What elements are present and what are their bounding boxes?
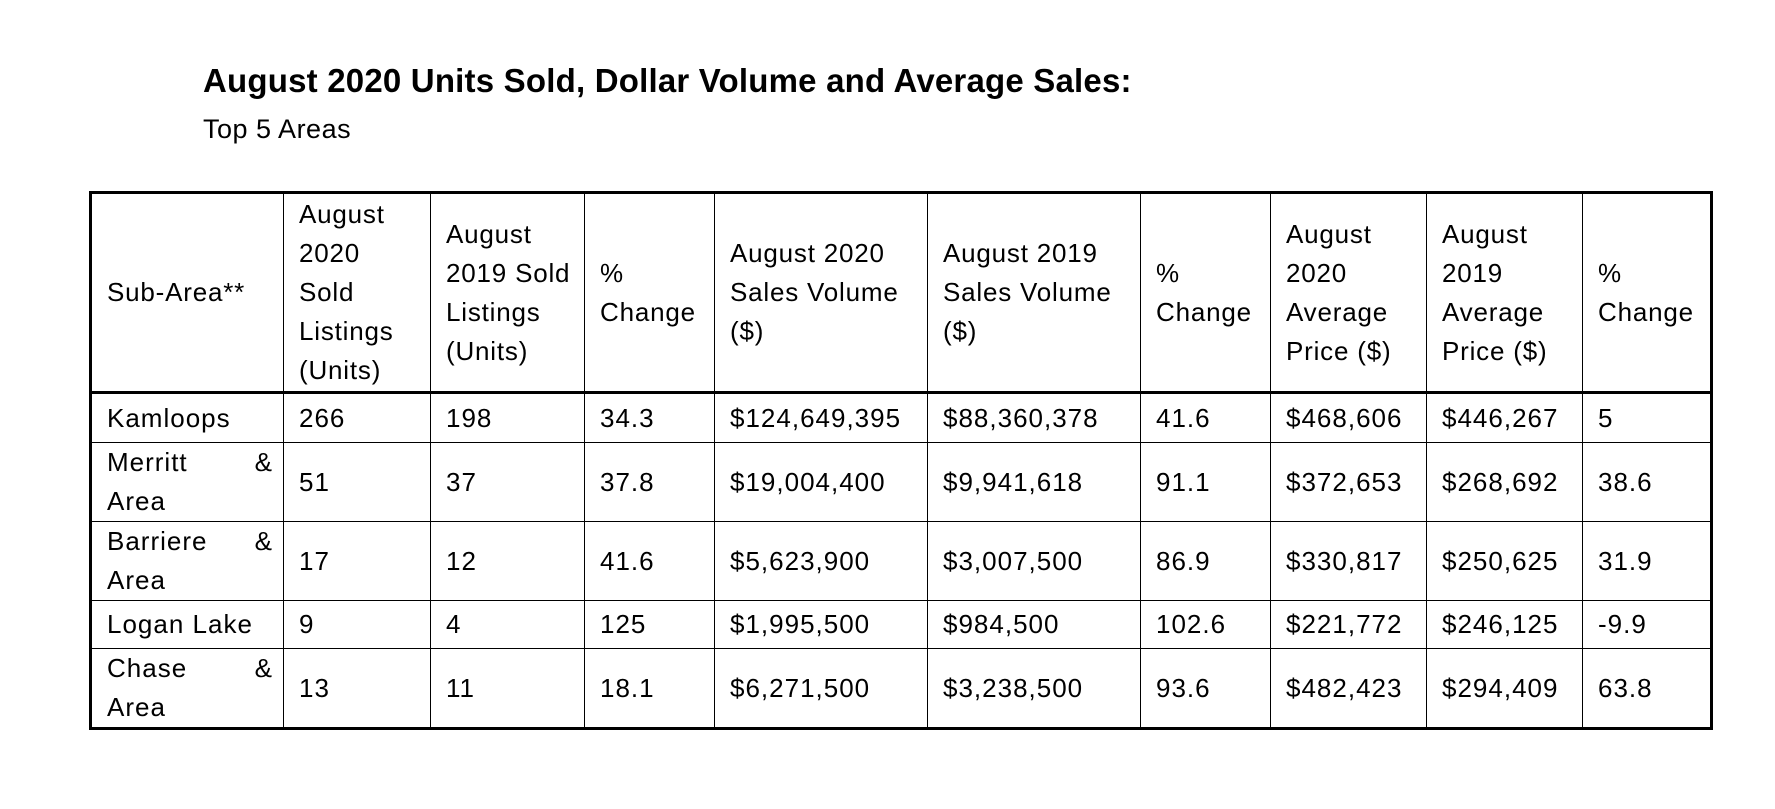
cell-volume-2019: $3,007,500 — [927, 521, 1141, 601]
cell-volume-2019: $9,941,618 — [927, 442, 1141, 522]
cell-units-change: 34.3 — [584, 392, 715, 443]
sub-area-line-1: Barriere & — [107, 526, 273, 556]
cell-volume-2020: $1,995,500 — [714, 600, 928, 649]
header-volume-change: % Change — [1140, 192, 1271, 394]
cell-units-2019: 37 — [430, 442, 585, 522]
cell-units-change: 18.1 — [584, 648, 715, 729]
header-units-2020: August 2020 Sold Listings (Units) — [283, 192, 431, 394]
cell-units-change: 125 — [584, 600, 715, 649]
cell-units-change: 37.8 — [584, 442, 715, 522]
header-units-change: % Change — [584, 192, 715, 394]
cell-avg-change: 38.6 — [1582, 442, 1712, 522]
cell-sub-area: Chase & Area — [90, 648, 284, 729]
cell-avg-change: 31.9 — [1582, 521, 1712, 601]
header-volume-2019: August 2019 Sales Volume ($) — [927, 192, 1141, 394]
cell-units-2020: 51 — [283, 442, 431, 522]
cell-volume-change: 102.6 — [1140, 600, 1271, 649]
cell-avg-2019: $250,625 — [1426, 521, 1583, 601]
cell-avg-change: 5 — [1582, 392, 1712, 443]
cell-units-2020: 9 — [283, 600, 431, 649]
cell-volume-2020: $124,649,395 — [714, 392, 928, 443]
cell-units-change: 41.6 — [584, 521, 715, 601]
cell-avg-change: -9.9 — [1582, 600, 1712, 649]
cell-volume-2020: $6,271,500 — [714, 648, 928, 729]
table-row: Merritt & Area 51 37 37.8 $19,004,400 $9,941,61… — [90, 442, 1712, 522]
cell-volume-2019: $984,500 — [927, 600, 1141, 649]
cell-units-2020: 13 — [283, 648, 431, 729]
cell-avg-2019: $294,409 — [1426, 648, 1583, 729]
cell-units-2019: 4 — [430, 600, 585, 649]
cell-volume-2019: $88,360,378 — [927, 392, 1141, 443]
sub-area-line-1: Merritt & — [107, 447, 273, 477]
table-row: Kamloops 266 198 34.3 $124,649,395 $88,360,37… — [90, 392, 1712, 443]
header-avg-2020: August 2020 Average Price ($) — [1270, 192, 1427, 394]
table-row: Chase & Area 13 11 18.1 $6,271,500 $3,238,500 93… — [90, 648, 1712, 729]
cell-volume-change: 41.6 — [1140, 392, 1271, 443]
cell-sub-area: Kamloops — [90, 392, 284, 443]
table-row: Logan Lake 9 4 125 $1,995,500 $984,500 102.6 $2… — [90, 600, 1712, 649]
sub-area-line-2: Area — [107, 486, 166, 516]
cell-volume-change: 91.1 — [1140, 442, 1271, 522]
cell-avg-2019: $246,125 — [1426, 600, 1583, 649]
cell-volume-2020: $19,004,400 — [714, 442, 928, 522]
header-volume-2020: August 2020 Sales Volume ($) — [714, 192, 928, 394]
cell-avg-2019: $446,267 — [1426, 392, 1583, 443]
sub-area-line-1: Chase & — [107, 653, 273, 683]
document-subtitle: Top 5 Areas — [203, 114, 352, 144]
cell-sub-area: Barriere & Area — [90, 521, 284, 601]
header-sub-area: Sub-Area** — [90, 192, 284, 394]
sub-area-line-2: Area — [107, 565, 166, 595]
cell-avg-2020: $221,772 — [1270, 600, 1427, 649]
cell-avg-2020: $468,606 — [1270, 392, 1427, 443]
sub-area-line-2: Area — [107, 692, 166, 722]
table-header-row: Sub-Area** August 2020 Sold Listings (Un… — [90, 192, 1712, 394]
cell-avg-2020: $330,817 — [1270, 521, 1427, 601]
cell-sub-area: Merritt & Area — [90, 442, 284, 522]
cell-volume-2019: $3,238,500 — [927, 648, 1141, 729]
cell-sub-area: Logan Lake — [90, 600, 284, 649]
header-avg-change: % Change — [1582, 192, 1712, 394]
cell-units-2019: 11 — [430, 648, 585, 729]
header-avg-2019: August 2019 Average Price ($) — [1426, 192, 1583, 394]
cell-units-2020: 17 — [283, 521, 431, 601]
cell-units-2019: 198 — [430, 392, 585, 443]
cell-avg-change: 63.8 — [1582, 648, 1712, 729]
document-title: August 2020 Units Sold, Dollar Volume an… — [203, 62, 1132, 99]
cell-volume-change: 86.9 — [1140, 521, 1271, 601]
cell-units-2020: 266 — [283, 392, 431, 443]
cell-units-2019: 12 — [430, 521, 585, 601]
cell-volume-change: 93.6 — [1140, 648, 1271, 729]
cell-avg-2019: $268,692 — [1426, 442, 1583, 522]
sales-table: Sub-Area** August 2020 Sold Listings (Un… — [89, 191, 1713, 730]
cell-avg-2020: $372,653 — [1270, 442, 1427, 522]
cell-avg-2020: $482,423 — [1270, 648, 1427, 729]
table-row: Barriere & Area 17 12 41.6 $5,623,900 $3,007,50… — [90, 521, 1712, 601]
cell-volume-2020: $5,623,900 — [714, 521, 928, 601]
header-units-2019: August 2019 Sold Listings (Units) — [430, 192, 585, 394]
